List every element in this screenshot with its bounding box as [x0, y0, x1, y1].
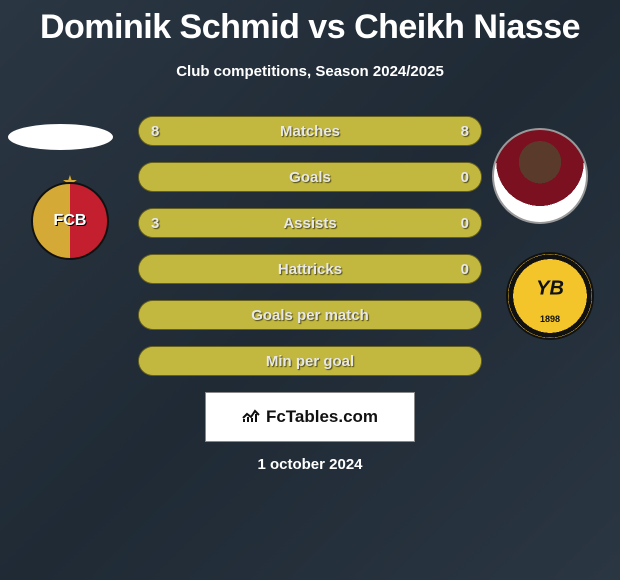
- stat-label: Hattricks: [139, 255, 481, 283]
- stat-label: Goals: [139, 163, 481, 191]
- stat-label: Min per goal: [139, 347, 481, 375]
- club-disc-right: [506, 252, 594, 340]
- page-title: Dominik Schmid vs Cheikh Niasse: [0, 0, 620, 47]
- subtitle: Club competitions, Season 2024/2025: [0, 63, 620, 80]
- brand-footer[interactable]: FcTables.com: [205, 392, 415, 442]
- comparison-bars: 88Matches 0Goals 30Assists 0Hattricks Goals …: [138, 116, 482, 376]
- club-shield-left: [31, 182, 109, 260]
- brand-text: FcTables.com: [266, 407, 378, 427]
- club-logo-right: [500, 252, 600, 344]
- club-logo-left: ★: [20, 178, 120, 264]
- player-right-avatar: [492, 128, 588, 224]
- stat-row: 30Assists: [138, 208, 482, 238]
- player-left-avatar: [8, 124, 113, 150]
- stat-row: 0Hattricks: [138, 254, 482, 284]
- stat-row: 0Goals: [138, 162, 482, 192]
- stat-label: Goals per match: [139, 301, 481, 329]
- stat-row: Goals per match: [138, 300, 482, 330]
- date-text: 1 october 2024: [0, 456, 620, 473]
- stat-row: Min per goal: [138, 346, 482, 376]
- stat-label: Matches: [139, 117, 481, 145]
- chart-icon: [242, 408, 260, 427]
- stat-label: Assists: [139, 209, 481, 237]
- stat-row: 88Matches: [138, 116, 482, 146]
